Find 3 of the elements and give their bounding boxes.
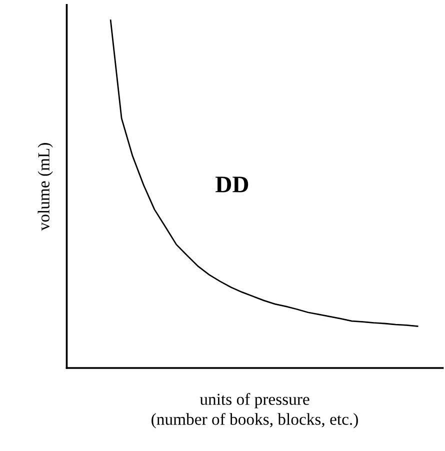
y-axis-title: volume (mL) bbox=[38, 143, 53, 231]
x-axis-title: units of pressure (number of books, blocks, etc.) bbox=[152, 393, 358, 428]
annotation: DD bbox=[216, 176, 248, 192]
